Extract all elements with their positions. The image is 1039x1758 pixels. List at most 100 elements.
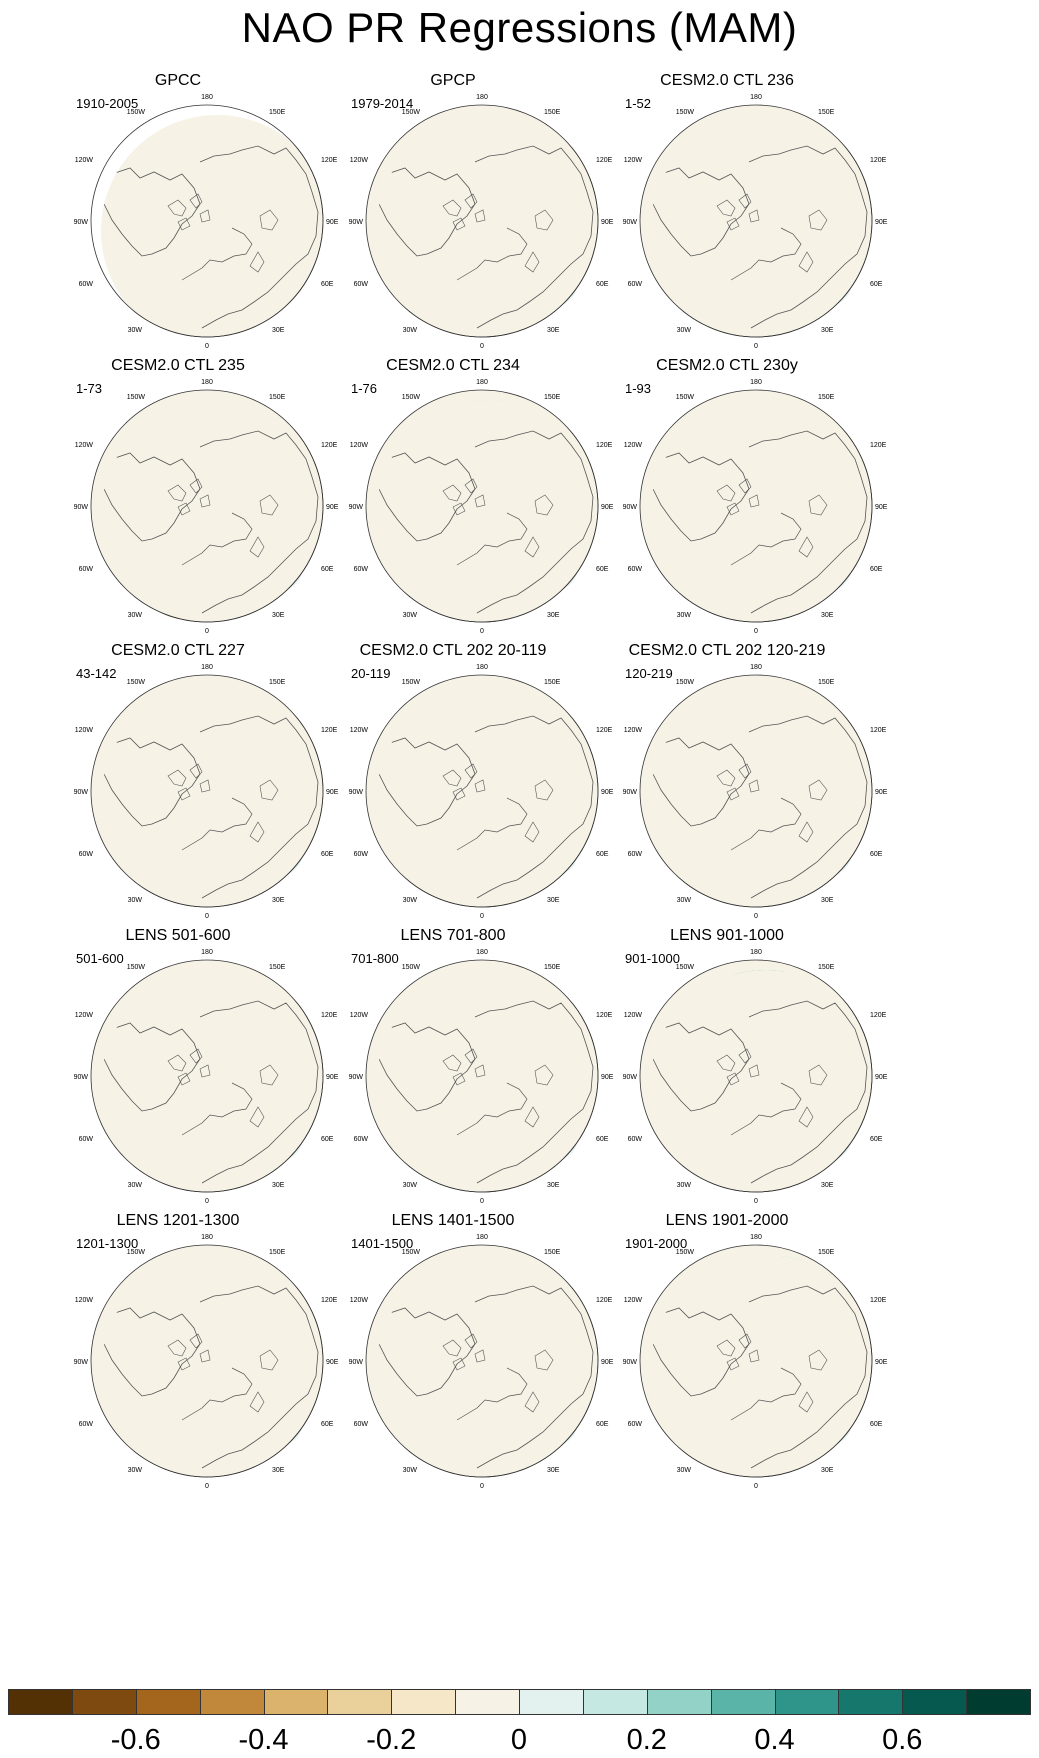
longitude-label: 120W <box>624 442 643 449</box>
longitude-label: 180 <box>750 379 762 386</box>
polar-map: 180 150E 120E 90E 60E 30E 0 30W 60W 90W 120W 150W <box>349 664 614 920</box>
map-panel: GPCC 1910-2005 180 150E 120E 90E 60E 30E 0 30W 60W… <box>72 72 372 384</box>
longitude-label: 150W <box>676 109 695 116</box>
longitude-label: 30E <box>547 327 560 334</box>
longitude-label: 180 <box>201 949 213 956</box>
longitude-label: 150W <box>127 1249 146 1256</box>
longitude-label: 60E <box>596 281 609 288</box>
colorbar-label: 0.6 <box>882 1724 923 1756</box>
longitude-label: 30W <box>128 897 143 904</box>
longitude-label: 90E <box>326 219 339 226</box>
polar-map: 180 150E 120E 90E 60E 30E 0 30W 60W 90W 120W 150W <box>623 94 888 350</box>
longitude-label: 30W <box>677 1182 692 1189</box>
longitude-label: 0 <box>754 1198 758 1205</box>
longitude-label: 90E <box>601 504 614 511</box>
longitude-label: 60E <box>596 851 609 858</box>
panel-period: 1-73 <box>76 381 103 396</box>
longitude-label: 120W <box>75 1012 94 1019</box>
longitude-label: 30E <box>547 897 560 904</box>
longitude-label: 90E <box>326 1074 339 1081</box>
longitude-label: 180 <box>476 664 488 671</box>
polar-map: 180 150E 120E 90E 60E 30E 0 30W 60W 90W 120W 150W <box>349 949 614 1205</box>
map-panel: LENS 701-800 701-800 180 150E 120E 90E 60E 30E 0… <box>347 927 647 1239</box>
longitude-label: 0 <box>754 628 758 635</box>
longitude-label: 0 <box>205 628 209 635</box>
map-border <box>90 674 324 908</box>
longitude-label: 60E <box>596 566 609 573</box>
map-panel: LENS 501-600 501-600 180 150E 120E 90E 60E 30E 0… <box>72 927 372 1239</box>
panel-title: LENS 501-600 <box>125 927 231 944</box>
longitude-label: 150E <box>544 394 561 401</box>
colorbar-swatch <box>8 1689 73 1715</box>
longitude-label: 120E <box>321 1012 338 1019</box>
longitude-label: 180 <box>201 94 213 101</box>
colorbar-swatch <box>710 1689 776 1715</box>
map-border <box>90 959 324 1193</box>
longitude-label: 150E <box>269 964 286 971</box>
longitude-label: 30E <box>547 1182 560 1189</box>
map-panel: CESM2.0 CTL 234 1-76 180 150E 120E 90E 60E 30E 0… <box>347 357 647 669</box>
longitude-label: 150E <box>544 109 561 116</box>
colorbar-swatch <box>838 1689 904 1715</box>
longitude-label: 60W <box>79 281 94 288</box>
longitude-label: 120W <box>75 442 94 449</box>
longitude-label: 150E <box>544 1249 561 1256</box>
longitude-label: 120W <box>350 157 369 164</box>
longitude-label: 180 <box>201 664 213 671</box>
longitude-label: 150E <box>544 964 561 971</box>
longitude-label: 30W <box>128 1182 143 1189</box>
polar-map: 180 150E 120E 90E 60E 30E 0 30W 60W 90W 120W 150W <box>623 1234 888 1490</box>
longitude-label: 60W <box>354 1421 369 1428</box>
longitude-label: 0 <box>205 1483 209 1490</box>
longitude-label: 120W <box>624 1297 643 1304</box>
longitude-label: 150E <box>818 1249 835 1256</box>
longitude-label: 30E <box>821 897 834 904</box>
longitude-label: 60W <box>79 1421 94 1428</box>
longitude-label: 30E <box>547 612 560 619</box>
longitude-label: 150W <box>402 964 421 971</box>
longitude-label: 120W <box>350 727 369 734</box>
longitude-label: 60W <box>354 1136 369 1143</box>
map-border <box>639 389 873 623</box>
longitude-label: 0 <box>754 1483 758 1490</box>
map-border <box>639 959 873 1193</box>
colorbar-label: 0 <box>510 1724 528 1756</box>
polar-map: 180 150E 120E 90E 60E 30E 0 30W 60W 90W 120W 150W <box>349 1234 614 1490</box>
map-panel: LENS 1901-2000 1901-2000 180 150E 120E 90E 60E… <box>621 1212 921 1524</box>
longitude-label: 90E <box>326 1359 339 1366</box>
colorbar-label: -0.4 <box>238 1724 289 1756</box>
longitude-label: 90E <box>601 1074 614 1081</box>
longitude-label: 90E <box>875 789 888 796</box>
map-panel: CESM2.0 CTL 202 20-119 20-119 180 150E 120E 9… <box>347 642 647 954</box>
longitude-label: 180 <box>201 379 213 386</box>
longitude-label: 150E <box>269 109 286 116</box>
map-border <box>639 674 873 908</box>
panel-title: CESM2.0 CTL 202 20-119 <box>359 642 547 659</box>
longitude-label: 60E <box>321 1421 334 1428</box>
polar-map: 180 150E 120E 90E 60E 30E 0 30W 60W 90W 120W 150W <box>74 379 339 635</box>
longitude-label: 30W <box>677 612 692 619</box>
panel-title: CESM2.0 CTL 234 <box>386 357 520 374</box>
map-border <box>639 104 873 338</box>
longitude-label: 120E <box>596 727 613 734</box>
panel-title: LENS 1901-2000 <box>665 1212 789 1229</box>
longitude-label: 120E <box>321 442 338 449</box>
map-panel: LENS 901-1000 901-1000 180 150E 120E 90E 60E 30… <box>621 927 921 1239</box>
longitude-label: 90W <box>623 1074 638 1081</box>
colorbar-swatch <box>582 1689 648 1715</box>
longitude-label: 180 <box>201 1234 213 1241</box>
longitude-label: 90E <box>875 1074 888 1081</box>
longitude-label: 60E <box>870 851 883 858</box>
polar-map: 180 150E 120E 90E 60E 30E 0 30W 60W 90W 120W 150W <box>74 664 339 920</box>
panel-title: LENS 1401-1500 <box>391 1212 515 1229</box>
longitude-label: 60W <box>354 566 369 573</box>
panel-period: 1201-1300 <box>76 1236 139 1251</box>
longitude-label: 150W <box>402 1249 421 1256</box>
colorbar-label: 0.2 <box>626 1724 667 1756</box>
longitude-label: 120E <box>870 1297 887 1304</box>
figure-title: NAO PR Regressions (MAM) <box>241 4 798 51</box>
colorbar <box>8 1689 1031 1717</box>
map-panel: LENS 1201-1300 1201-1300 180 150E 120E 90E 60E… <box>72 1212 372 1524</box>
longitude-label: 60E <box>870 566 883 573</box>
longitude-label: 60E <box>596 1421 609 1428</box>
